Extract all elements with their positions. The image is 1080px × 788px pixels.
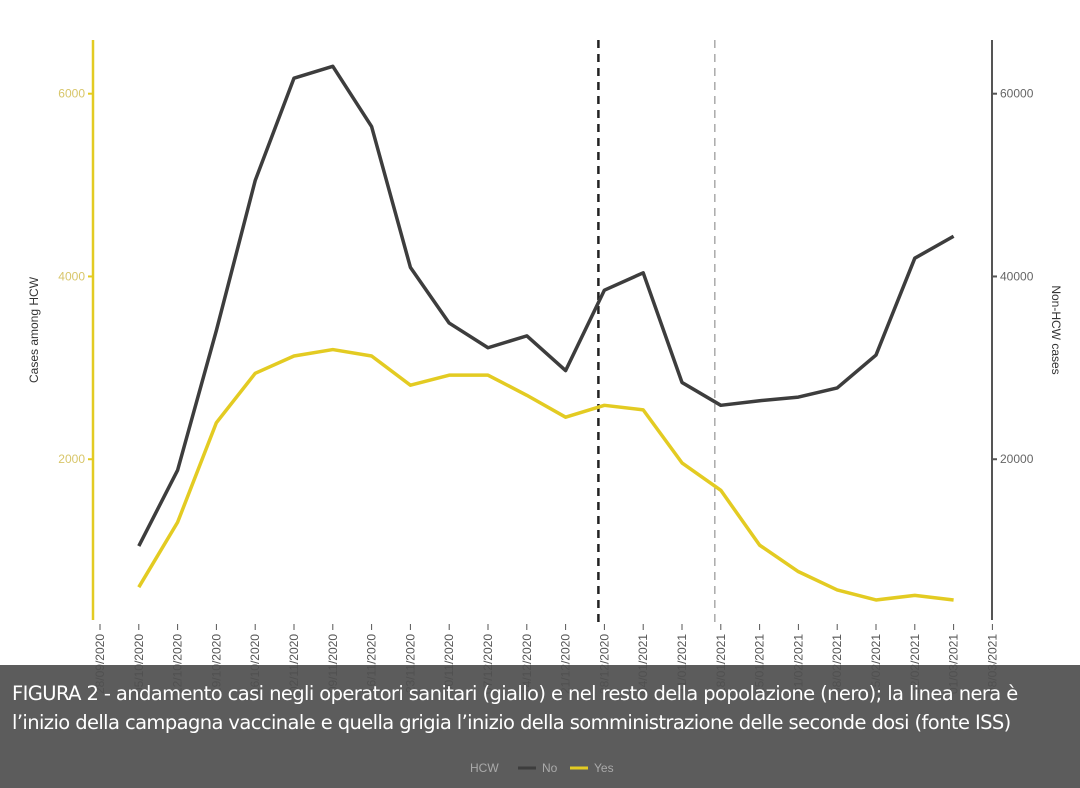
y2-axis-label: Non-HCW cases (1049, 285, 1063, 374)
y-tick-label: 2000 (58, 452, 85, 466)
y2-tick-label: 20000 (1000, 452, 1034, 466)
series-line (137, 347, 954, 602)
y2-tick-label: 60000 (1000, 87, 1034, 101)
series-line (137, 64, 955, 547)
caption-band: FIGURA 2 - andamento casi negli operator… (0, 665, 1080, 788)
y-axis-label: Cases among HCW (27, 276, 41, 383)
y-tick-label: 6000 (58, 87, 85, 101)
caption: FIGURA 2 - andamento casi negli operator… (12, 682, 1018, 734)
y-tick-label: 4000 (58, 269, 85, 283)
y2-tick-label: 40000 (1000, 269, 1034, 283)
